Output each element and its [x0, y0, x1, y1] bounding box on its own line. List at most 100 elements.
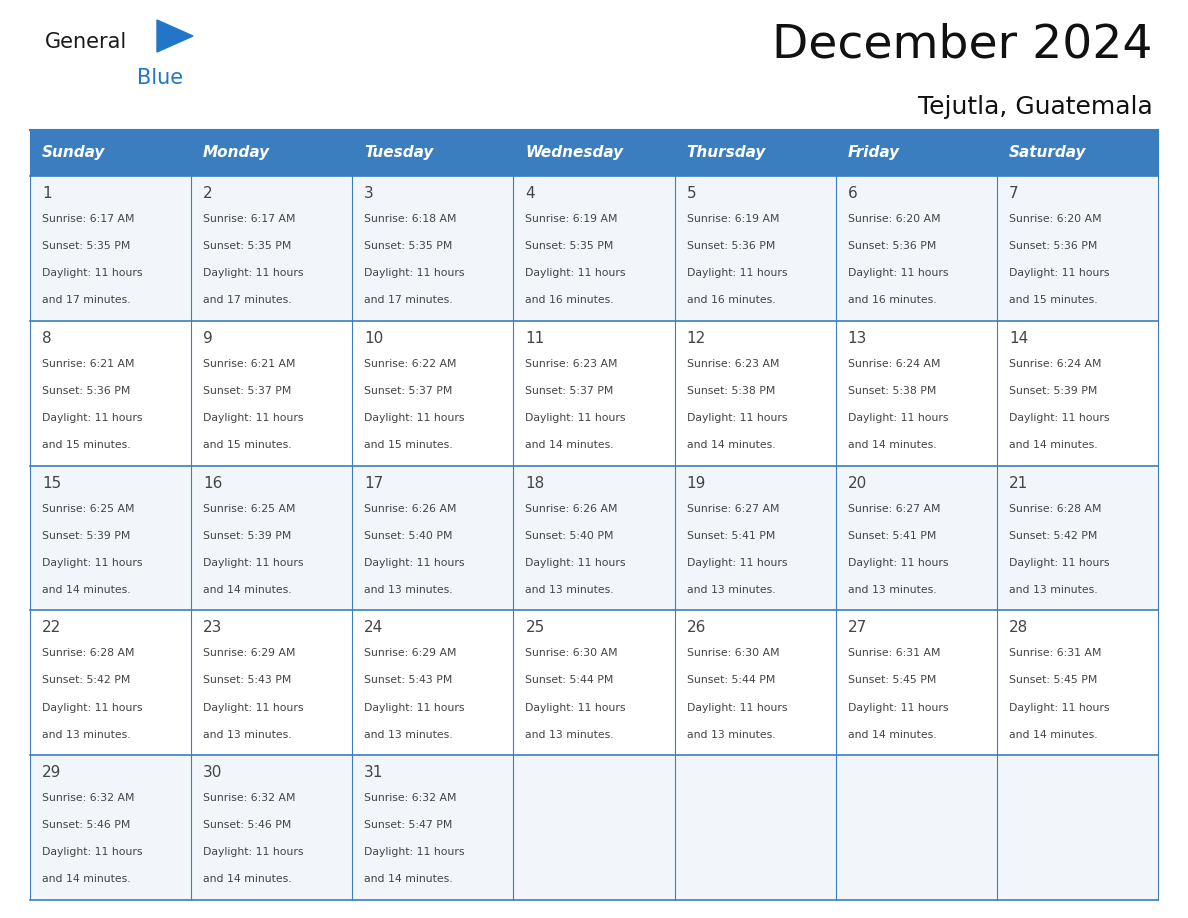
Text: 1: 1 [42, 186, 51, 201]
Text: Sunrise: 6:29 AM: Sunrise: 6:29 AM [365, 648, 456, 658]
Text: Daylight: 11 hours: Daylight: 11 hours [525, 558, 626, 567]
Text: Sunrise: 6:21 AM: Sunrise: 6:21 AM [203, 359, 296, 369]
Text: Daylight: 11 hours: Daylight: 11 hours [203, 847, 304, 857]
Text: Daylight: 11 hours: Daylight: 11 hours [42, 847, 143, 857]
Text: Sunset: 5:42 PM: Sunset: 5:42 PM [1009, 531, 1098, 541]
Text: Daylight: 11 hours: Daylight: 11 hours [848, 558, 948, 567]
Text: and 13 minutes.: and 13 minutes. [525, 585, 614, 595]
Text: 19: 19 [687, 476, 706, 490]
Text: and 13 minutes.: and 13 minutes. [848, 585, 936, 595]
Text: Daylight: 11 hours: Daylight: 11 hours [1009, 268, 1110, 278]
Text: Daylight: 11 hours: Daylight: 11 hours [525, 702, 626, 712]
Text: 7: 7 [1009, 186, 1018, 201]
Text: Daylight: 11 hours: Daylight: 11 hours [203, 702, 304, 712]
Text: and 15 minutes.: and 15 minutes. [1009, 296, 1098, 305]
FancyBboxPatch shape [30, 756, 1158, 900]
Text: Sunset: 5:36 PM: Sunset: 5:36 PM [1009, 241, 1098, 251]
Text: Sunrise: 6:19 AM: Sunrise: 6:19 AM [525, 214, 618, 224]
Text: Daylight: 11 hours: Daylight: 11 hours [1009, 413, 1110, 423]
Text: 25: 25 [525, 621, 544, 635]
Text: and 16 minutes.: and 16 minutes. [525, 296, 614, 305]
Text: and 14 minutes.: and 14 minutes. [42, 585, 131, 595]
Text: December 2024: December 2024 [772, 22, 1154, 67]
Text: Sunrise: 6:31 AM: Sunrise: 6:31 AM [1009, 648, 1101, 658]
Text: and 15 minutes.: and 15 minutes. [365, 440, 453, 450]
Text: Sunset: 5:40 PM: Sunset: 5:40 PM [525, 531, 614, 541]
Text: 20: 20 [848, 476, 867, 490]
Text: Sunset: 5:46 PM: Sunset: 5:46 PM [42, 821, 131, 830]
Text: General: General [45, 32, 127, 52]
Text: Sunset: 5:35 PM: Sunset: 5:35 PM [203, 241, 291, 251]
Text: Daylight: 11 hours: Daylight: 11 hours [525, 268, 626, 278]
Text: and 13 minutes.: and 13 minutes. [687, 585, 776, 595]
Text: Sunrise: 6:20 AM: Sunrise: 6:20 AM [848, 214, 941, 224]
Text: Daylight: 11 hours: Daylight: 11 hours [365, 558, 465, 567]
Text: Sunset: 5:44 PM: Sunset: 5:44 PM [525, 676, 614, 686]
Text: Daylight: 11 hours: Daylight: 11 hours [42, 558, 143, 567]
Text: Sunset: 5:45 PM: Sunset: 5:45 PM [848, 676, 936, 686]
Text: Saturday: Saturday [1009, 145, 1086, 161]
Text: 28: 28 [1009, 621, 1028, 635]
Text: and 16 minutes.: and 16 minutes. [848, 296, 936, 305]
Text: 6: 6 [848, 186, 858, 201]
Text: Sunrise: 6:26 AM: Sunrise: 6:26 AM [365, 504, 456, 513]
Text: Sunrise: 6:22 AM: Sunrise: 6:22 AM [365, 359, 456, 369]
Text: and 13 minutes.: and 13 minutes. [365, 730, 453, 740]
Text: Thursday: Thursday [687, 145, 766, 161]
Polygon shape [157, 20, 192, 52]
Text: Sunrise: 6:29 AM: Sunrise: 6:29 AM [203, 648, 296, 658]
Text: Sunset: 5:47 PM: Sunset: 5:47 PM [365, 821, 453, 830]
Text: Sunset: 5:42 PM: Sunset: 5:42 PM [42, 676, 131, 686]
Text: Daylight: 11 hours: Daylight: 11 hours [42, 268, 143, 278]
Text: Blue: Blue [137, 68, 183, 88]
Text: 31: 31 [365, 766, 384, 780]
Text: Sunrise: 6:23 AM: Sunrise: 6:23 AM [525, 359, 618, 369]
Text: and 17 minutes.: and 17 minutes. [203, 296, 292, 305]
Text: 29: 29 [42, 766, 62, 780]
Text: 27: 27 [848, 621, 867, 635]
Text: Tejutla, Guatemala: Tejutla, Guatemala [918, 95, 1154, 119]
Text: Sunset: 5:39 PM: Sunset: 5:39 PM [203, 531, 291, 541]
Text: Sunset: 5:35 PM: Sunset: 5:35 PM [525, 241, 614, 251]
Text: 10: 10 [365, 330, 384, 346]
FancyBboxPatch shape [30, 320, 1158, 465]
Text: Sunrise: 6:23 AM: Sunrise: 6:23 AM [687, 359, 779, 369]
Text: Sunset: 5:40 PM: Sunset: 5:40 PM [365, 531, 453, 541]
Text: Daylight: 11 hours: Daylight: 11 hours [848, 702, 948, 712]
Text: Sunrise: 6:28 AM: Sunrise: 6:28 AM [1009, 504, 1101, 513]
Text: Sunrise: 6:28 AM: Sunrise: 6:28 AM [42, 648, 134, 658]
Text: 11: 11 [525, 330, 544, 346]
Text: Sunset: 5:36 PM: Sunset: 5:36 PM [687, 241, 775, 251]
Text: Sunset: 5:37 PM: Sunset: 5:37 PM [203, 386, 291, 396]
Text: Wednesday: Wednesday [525, 145, 624, 161]
Text: Sunset: 5:37 PM: Sunset: 5:37 PM [525, 386, 614, 396]
Text: and 17 minutes.: and 17 minutes. [365, 296, 453, 305]
Text: 8: 8 [42, 330, 51, 346]
Text: Sunrise: 6:32 AM: Sunrise: 6:32 AM [203, 793, 296, 803]
Text: Tuesday: Tuesday [365, 145, 434, 161]
Text: Sunrise: 6:27 AM: Sunrise: 6:27 AM [848, 504, 940, 513]
Text: Daylight: 11 hours: Daylight: 11 hours [687, 268, 788, 278]
Text: and 14 minutes.: and 14 minutes. [525, 440, 614, 450]
Text: and 14 minutes.: and 14 minutes. [1009, 730, 1098, 740]
Text: Sunset: 5:39 PM: Sunset: 5:39 PM [42, 531, 131, 541]
Text: and 15 minutes.: and 15 minutes. [42, 440, 131, 450]
Text: 26: 26 [687, 621, 706, 635]
Text: and 14 minutes.: and 14 minutes. [365, 874, 453, 884]
Text: Daylight: 11 hours: Daylight: 11 hours [365, 413, 465, 423]
Text: and 14 minutes.: and 14 minutes. [687, 440, 776, 450]
Text: Daylight: 11 hours: Daylight: 11 hours [42, 702, 143, 712]
Text: Sunset: 5:39 PM: Sunset: 5:39 PM [1009, 386, 1098, 396]
Text: Sunrise: 6:30 AM: Sunrise: 6:30 AM [687, 648, 779, 658]
Text: Sunset: 5:43 PM: Sunset: 5:43 PM [203, 676, 291, 686]
Text: 22: 22 [42, 621, 62, 635]
FancyBboxPatch shape [30, 176, 1158, 320]
Text: Sunset: 5:45 PM: Sunset: 5:45 PM [1009, 676, 1098, 686]
Text: Daylight: 11 hours: Daylight: 11 hours [365, 702, 465, 712]
Text: Sunday: Sunday [42, 145, 106, 161]
Text: and 13 minutes.: and 13 minutes. [42, 730, 131, 740]
Text: Sunset: 5:36 PM: Sunset: 5:36 PM [42, 386, 131, 396]
Text: and 14 minutes.: and 14 minutes. [203, 874, 292, 884]
Text: Sunrise: 6:27 AM: Sunrise: 6:27 AM [687, 504, 779, 513]
Text: Sunset: 5:41 PM: Sunset: 5:41 PM [687, 531, 775, 541]
